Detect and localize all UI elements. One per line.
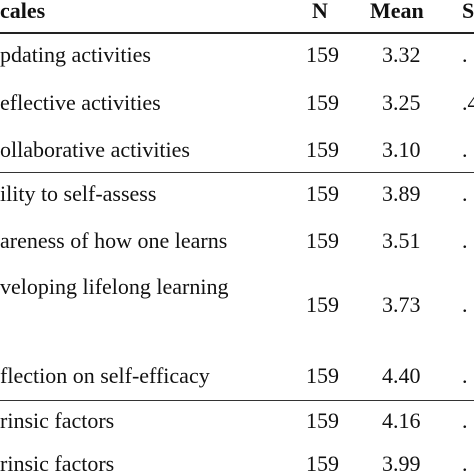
row-sd: . (462, 228, 468, 253)
row-sd: . (462, 137, 468, 162)
row-n: 159 (306, 408, 339, 433)
row-label: rinsic factors (0, 451, 115, 476)
row-n: 159 (306, 228, 339, 253)
row-sd: . (462, 292, 468, 317)
row-mean: 4.40 (382, 363, 421, 388)
col-header-mean: Mean (370, 0, 424, 23)
col-header-scales: cales (0, 0, 46, 23)
row-sd: . (462, 42, 468, 67)
row-label: ollaborative activities (0, 137, 190, 162)
row-mean: 3.25 (382, 90, 421, 115)
row-mean: 3.10 (382, 137, 421, 162)
row-mean: 3.73 (382, 292, 421, 317)
row-mean: 3.99 (382, 451, 421, 476)
row-mean: 4.16 (382, 408, 421, 433)
header-rule (0, 32, 474, 34)
row-label: eflective activities (0, 90, 161, 115)
row-mean: 3.51 (382, 228, 421, 253)
row-label: rinsic factors (0, 408, 115, 433)
row-n: 159 (306, 292, 339, 317)
col-header-n: N (312, 0, 328, 23)
section-rule (0, 400, 474, 401)
row-label: pdating activities (0, 42, 151, 67)
col-header-sd: S (462, 0, 474, 23)
row-n: 159 (306, 90, 339, 115)
row-label: flection on self-efficacy (0, 363, 210, 388)
row-n: 159 (306, 137, 339, 162)
row-sd: .4 (462, 90, 474, 115)
row-n: 159 (306, 181, 339, 206)
row-sd: . (462, 408, 468, 433)
row-n: 159 (306, 42, 339, 67)
row-label: areness of how one learns (0, 228, 228, 253)
row-mean: 3.89 (382, 181, 421, 206)
row-mean: 3.32 (382, 42, 421, 67)
row-sd: . (462, 181, 468, 206)
row-label: ility to self-assess (0, 181, 157, 206)
section-rule (0, 172, 474, 173)
row-n: 159 (306, 451, 339, 476)
row-sd: . (462, 363, 468, 388)
row-n: 159 (306, 363, 339, 388)
row-label: veloping lifelong learning (0, 274, 229, 299)
row-sd: . (462, 451, 468, 476)
